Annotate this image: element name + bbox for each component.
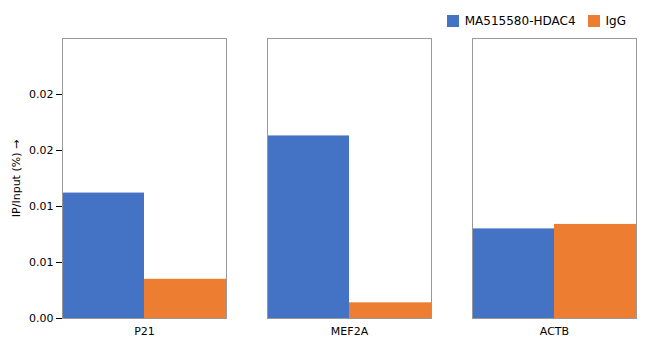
svg-text:0.02: 0.02 (29, 88, 54, 101)
svg-text:P21: P21 (134, 325, 155, 338)
svg-text:IP/Input (%) →: IP/Input (%) → (10, 140, 23, 217)
html-text:MA515580-HDAC4: MA515580-HDAC4 (464, 13, 576, 28)
svg-text:0.01: 0.01 (29, 256, 54, 269)
svg-text:0.02: 0.02 (29, 144, 54, 157)
html-text:IgG: IgG (605, 13, 626, 28)
svg-text:MEF2A: MEF2A (331, 325, 369, 338)
svg-text:ACTB: ACTB (540, 325, 569, 338)
svg-text:0.01: 0.01 (29, 200, 54, 213)
svg-text:0.00: 0.00 (29, 312, 54, 325)
